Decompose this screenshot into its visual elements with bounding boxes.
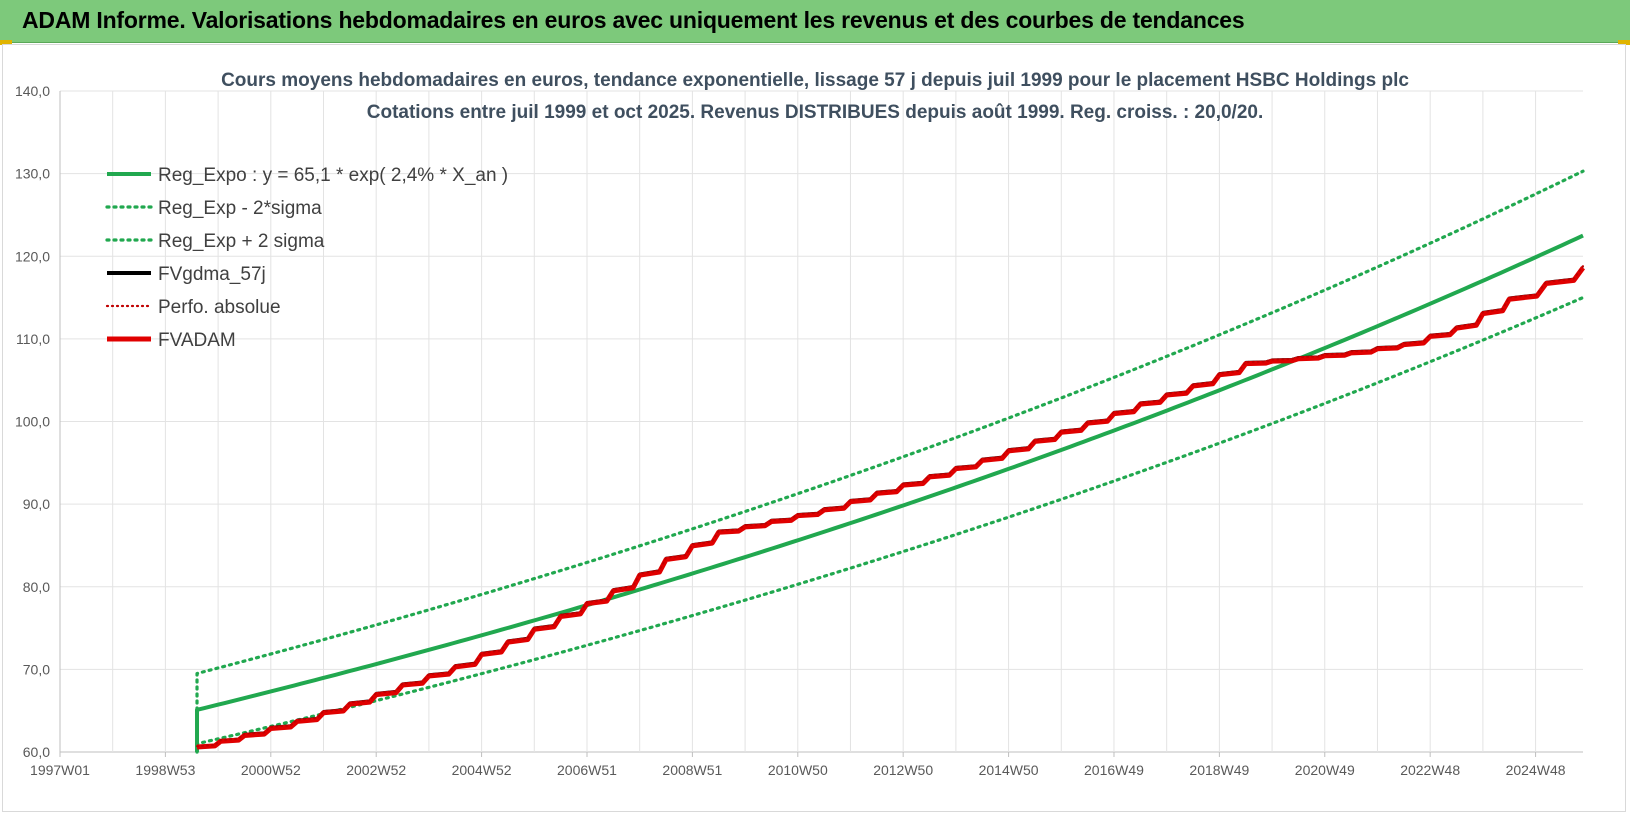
y-tick-label: 140,0 [15, 83, 50, 99]
series-line [195, 295, 1585, 754]
x-tick-label: 2020W49 [1295, 762, 1355, 778]
y-tick-label: 80,0 [23, 579, 50, 595]
x-tick-label: 2002W52 [346, 762, 406, 778]
legend-label: Reg_Expo : y = 65,1 * exp( 2,4% * X_an ) [158, 165, 508, 186]
x-tick-label: 1997W01 [30, 762, 90, 778]
x-tick-label: 2024W48 [1506, 762, 1566, 778]
series-line [195, 169, 1585, 754]
x-tick-label: 2012W50 [873, 762, 933, 778]
corner-mark-left [0, 40, 12, 45]
y-tick-label: 130,0 [15, 166, 50, 182]
legend-label: Reg_Exp - 2*sigma [158, 198, 322, 219]
x-tick-label: 2018W49 [1189, 762, 1249, 778]
x-axis-ticks: 1997W01 1998W53 2000W52 2002W52 2004W52 2006W… [30, 752, 1566, 778]
report-banner: ADAM Informe. Valorisations hebdomadaire… [0, 0, 1630, 43]
x-tick-label: 2004W52 [452, 762, 512, 778]
y-tick-label: 60,0 [23, 744, 50, 760]
grid-lines [59, 90, 1583, 753]
x-tick-label: 2008W51 [662, 762, 722, 778]
y-tick-label: 120,0 [15, 248, 50, 264]
x-tick-label: 2006W51 [557, 762, 617, 778]
x-tick-label: 2000W52 [241, 762, 301, 778]
series-line [196, 266, 1586, 750]
y-tick-label: 70,0 [23, 661, 50, 677]
chart-title: Cours moyens hebdomadaires en euros, ten… [221, 70, 1409, 91]
series-line [196, 265, 1584, 748]
y-tick-label: 90,0 [23, 496, 50, 512]
corner-mark-right [1618, 40, 1630, 45]
legend-label: FVADAM [158, 330, 236, 351]
x-tick-label: 2014W50 [979, 762, 1039, 778]
legend-label: Reg_Exp + 2 sigma [158, 231, 325, 252]
x-tick-label: 1998W53 [135, 762, 195, 778]
y-tick-label: 110,0 [16, 331, 50, 347]
y-tick-label: 100,0 [15, 414, 50, 430]
series-line [196, 265, 1584, 748]
y-axis-ticks: 60,0 70,0 80,0 90,0 100,0 110,0 120,0 130,0 140,… [15, 83, 50, 760]
x-tick-label: 2022W48 [1400, 762, 1460, 778]
report-title: ADAM Informe. Valorisations hebdomadaire… [22, 7, 1245, 33]
x-tick-label: 2010W50 [768, 762, 828, 778]
series-line [195, 233, 1584, 752]
legend: Reg_Expo : y = 65,1 * exp( 2,4% * X_an )… [105, 165, 508, 351]
chart-subtitle: Cotations entre juil 1999 et oct 2025. R… [367, 102, 1263, 123]
legend-label: Perfo. absolue [158, 297, 281, 318]
series-lines [195, 169, 1586, 754]
x-tick-label: 2016W49 [1084, 762, 1144, 778]
chart-frame [2, 44, 1626, 812]
legend-label: FVgdma_57j [158, 264, 266, 285]
